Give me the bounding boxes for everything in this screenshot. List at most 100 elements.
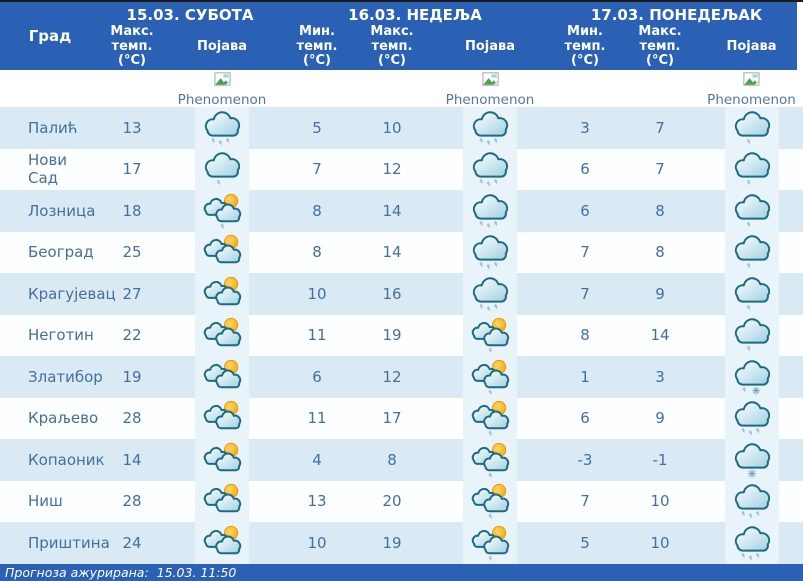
phenomenon-cell (164, 397, 280, 439)
max-temp-day3: 3 (655, 367, 665, 386)
column-header-phenomenon-day2: Појава (464, 38, 516, 54)
column-header-min-temp-day3: Мин. темп. (°C) (564, 23, 606, 69)
max-temp-day2: 8 (387, 450, 397, 469)
date-header-sunday: 16.03. НЕДЕЉА (348, 6, 482, 24)
max-temp-day2: 20 (382, 492, 402, 511)
city-name: Копаоник (28, 450, 105, 469)
phenomenon-cell (430, 480, 550, 522)
min-temp-day2: 8 (312, 201, 322, 220)
min-temp-day2: 6 (312, 367, 322, 386)
table-row: Ниш 28 13 20 7 10 (0, 480, 803, 522)
max-temp-day1: 19 (122, 367, 142, 386)
column-header-min-temp-day2: Мин. темп. (°C) (296, 23, 338, 69)
weather-icon-light-rain (724, 273, 779, 315)
phenomenon-cell (700, 522, 803, 564)
min-temp-day2: 7 (312, 160, 322, 179)
min-temp-day3: -3 (577, 450, 593, 469)
weather-icon-rain (463, 231, 517, 273)
city-name: Неготин (28, 326, 94, 345)
weather-icon-rain (463, 107, 517, 149)
min-temp-day3: 6 (580, 201, 590, 220)
weather-icon-snow (724, 439, 779, 481)
weather-icon-sun-clouds-rain (463, 397, 517, 439)
weather-icon-rain (463, 273, 517, 315)
weather-icon-sun-clouds-rain (463, 356, 517, 398)
weather-icon-sun-clouds-rain (463, 439, 517, 481)
min-temp-day2: 5 (312, 118, 322, 137)
min-temp-day2: 10 (307, 533, 327, 552)
broken-image-icon (742, 70, 761, 93)
max-temp-day1: 14 (122, 450, 142, 469)
max-temp-day3: -1 (652, 450, 668, 469)
phenomenon-alt-row: Phenomenon Phenomenon Phenomenon (0, 70, 803, 107)
min-temp-day3: 6 (580, 160, 590, 179)
max-temp-day2: 12 (382, 367, 402, 386)
weather-icon-sun-clouds (195, 439, 249, 481)
min-temp-day2: 8 (312, 243, 322, 262)
phenomenon-cell (700, 273, 803, 315)
weather-icon-sun-clouds (195, 231, 249, 273)
table-header-wrap: Град 15.03. СУБОТА 16.03. НЕДЕЉА 17.03. … (0, 2, 803, 70)
table-row: Београд 25 8 14 7 8 (0, 231, 803, 273)
forecast-updated-text: Прогноза ажурирана: 15.03. 11:50 (5, 564, 237, 580)
table-row: Лозница 18 8 14 6 8 (0, 190, 803, 232)
min-temp-day2: 11 (307, 326, 327, 345)
phenomenon-cell (430, 273, 550, 315)
weather-icon-light-rain (724, 231, 779, 273)
weather-icon-sun-clouds (195, 273, 249, 315)
column-header-max-temp-day2: Макс. темп. (°C) (370, 23, 414, 69)
weather-icon-light-rain (724, 190, 779, 232)
date-header-monday: 17.03. ПОНЕДЕЉАК (590, 6, 763, 24)
max-temp-day1: 13 (122, 118, 142, 137)
min-temp-day2: 11 (307, 409, 327, 428)
max-temp-day1: 22 (122, 326, 142, 345)
footer-bar: Прогноза ажурирана: 15.03. 11:50 (0, 563, 803, 581)
weather-icon-sun-clouds (195, 397, 249, 439)
table-row: Нови Сад 17 7 12 6 7 (0, 148, 803, 190)
max-temp-day2: 10 (382, 118, 402, 137)
phenomenon-broken-image-day1: Phenomenon (164, 70, 280, 107)
phenomenon-cell (430, 107, 550, 149)
table-row: Краљево 28 11 17 6 9 (0, 397, 803, 439)
city-name: Нови Сад (28, 151, 68, 188)
min-temp-day3: 7 (580, 492, 590, 511)
column-header-city: Град (28, 27, 72, 45)
phenomenon-broken-image-day2: Phenomenon (430, 70, 550, 107)
weather-icon-rain-snow (724, 356, 779, 398)
weather-icon-sun-clouds (195, 480, 249, 522)
max-temp-day3: 10 (650, 533, 670, 552)
column-header-max-temp-day3: Макс. темп. (°C) (638, 23, 682, 69)
max-temp-day2: 16 (382, 284, 402, 303)
table-header: Град 15.03. СУБОТА 16.03. НЕДЕЉА 17.03. … (0, 2, 797, 70)
phenomenon-cell (430, 397, 550, 439)
max-temp-day1: 28 (122, 492, 142, 511)
top-divider (0, 0, 803, 2)
date-header-saturday: 15.03. СУБОТА (126, 6, 254, 24)
broken-image-icon (213, 70, 232, 93)
weather-icon-light-rain (724, 148, 779, 190)
phenomenon-cell (164, 231, 280, 273)
max-temp-day1: 25 (122, 243, 142, 262)
min-temp-day2: 4 (312, 450, 322, 469)
phenomenon-cell (700, 314, 803, 356)
max-temp-day1: 18 (122, 201, 142, 220)
max-temp-day2: 19 (382, 533, 402, 552)
max-temp-day2: 19 (382, 326, 402, 345)
weather-icon-sun-clouds (195, 356, 249, 398)
min-temp-day3: 1 (580, 367, 590, 386)
phenomenon-cell (164, 190, 280, 232)
min-temp-day3: 7 (580, 284, 590, 303)
phenomenon-cell (430, 314, 550, 356)
max-temp-day3: 9 (655, 409, 665, 428)
weather-icon-sun-clouds (195, 314, 249, 356)
city-name: Палић (28, 118, 78, 137)
weather-icon-sun-clouds-rain (463, 522, 517, 564)
table-row: Палић 13 5 10 3 7 (0, 107, 803, 149)
city-name: Приштина (28, 533, 110, 552)
max-temp-day1: 24 (122, 533, 142, 552)
min-temp-day3: 8 (580, 326, 590, 345)
city-name: Београд (28, 243, 94, 262)
weather-icon-rain (463, 190, 517, 232)
